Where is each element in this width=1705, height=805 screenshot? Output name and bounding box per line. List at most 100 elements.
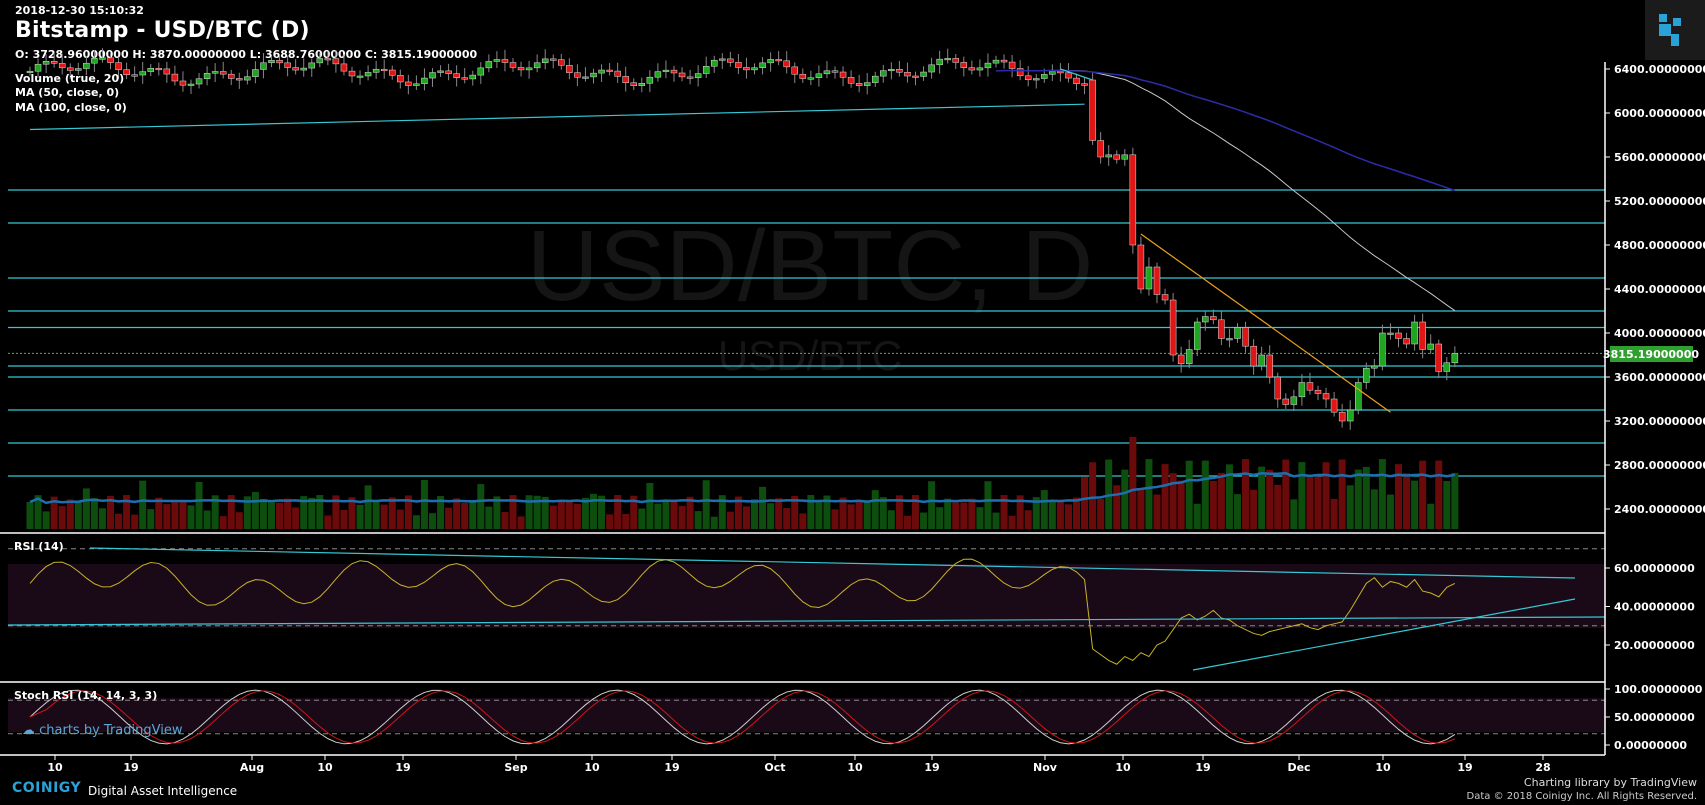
price-tick-label: 5600.00000000 xyxy=(1614,151,1705,164)
candle-body xyxy=(1355,382,1362,411)
candle-body xyxy=(839,71,847,78)
candle-body xyxy=(968,67,976,71)
candle-body xyxy=(1033,78,1040,81)
volume-bar xyxy=(944,498,952,529)
volume-bar xyxy=(372,500,380,529)
candle-body xyxy=(1290,396,1298,405)
volume-bar xyxy=(855,500,863,529)
price-axis[interactable]: 6400.00000000 6000.00000000 5600.00000000 5… xyxy=(1605,63,1705,752)
price-tick-label: 3200.00000000 xyxy=(1614,415,1705,428)
candle-body xyxy=(413,83,420,86)
volume-bar xyxy=(187,505,195,529)
rsi-trendline-bottom xyxy=(7,616,1606,626)
volume-bar xyxy=(606,514,614,529)
candle-body xyxy=(896,69,903,73)
candle-body xyxy=(389,69,396,76)
candle-body xyxy=(252,69,259,77)
candle-body xyxy=(992,59,1000,64)
volume-bar xyxy=(1419,460,1427,529)
time-tick-label: Nov xyxy=(1033,761,1058,774)
coinigy-logo[interactable] xyxy=(1645,0,1705,60)
price-tick-label: 2400.00000000 xyxy=(1614,503,1705,516)
price-tick-label: 6000.00000000 xyxy=(1614,107,1705,120)
volume-ma-line xyxy=(29,471,1456,505)
copyright: Data © 2018 Coinigy Inc. All Rights Rese… xyxy=(1466,791,1697,802)
candle-body xyxy=(646,76,654,84)
candle-body xyxy=(99,57,106,60)
charting-credit[interactable]: Charting library by TradingView xyxy=(1523,776,1697,789)
tradingview-badge-label: charts by TradingView xyxy=(39,723,183,738)
price-tick-label: 6400.00000000 xyxy=(1614,63,1705,76)
volume-bar xyxy=(654,503,662,529)
candle-body xyxy=(147,68,154,72)
volume-bar xyxy=(1225,464,1233,529)
tradingview-badge[interactable]: ☁ charts by TradingView xyxy=(22,723,182,738)
candle-body xyxy=(1057,71,1064,74)
stoch-tick-label: 0.00000000 xyxy=(1614,739,1687,752)
volume-bar xyxy=(469,502,477,529)
volume-bar xyxy=(332,495,340,529)
time-tick-label: 10 xyxy=(1115,761,1131,774)
candle-body xyxy=(598,69,605,74)
coinigy-brand[interactable]: COINIGY xyxy=(12,780,82,796)
candle-body xyxy=(1379,332,1386,367)
time-tick-label: 19 xyxy=(395,761,410,774)
candle-body xyxy=(686,76,694,79)
candle-body xyxy=(405,81,412,86)
volume-bar xyxy=(662,501,670,529)
coinigy-tagline: Digital Asset Intelligence xyxy=(88,784,238,798)
volume-bar xyxy=(1201,460,1209,529)
volume-bar xyxy=(461,502,469,529)
legend-rsi: RSI (14) xyxy=(14,540,64,553)
volume-bar xyxy=(98,508,106,529)
volume-bar xyxy=(1097,498,1105,529)
rsi-trendline-rising xyxy=(1192,598,1576,671)
volume-bar xyxy=(718,495,726,529)
volume-bar xyxy=(284,498,292,529)
candle-body xyxy=(115,62,122,70)
volume-bar xyxy=(26,502,34,529)
rsi-panel xyxy=(7,547,1606,671)
candle-body xyxy=(260,62,267,70)
candle-body xyxy=(1322,393,1330,400)
candle-body xyxy=(1113,154,1120,160)
candle-body xyxy=(928,64,935,73)
stoch-k-line xyxy=(29,689,1456,745)
volume-bar xyxy=(219,516,227,529)
volume-bar xyxy=(791,495,799,529)
candle-body xyxy=(380,68,388,71)
volume-bar xyxy=(259,498,267,529)
candle-body xyxy=(807,77,815,80)
volume-bar xyxy=(324,515,332,529)
candle-body xyxy=(1008,61,1016,69)
candle-body xyxy=(211,71,219,74)
volume-bar xyxy=(573,503,581,529)
volume-bar xyxy=(1266,469,1274,529)
volume-bar xyxy=(131,514,139,529)
candle-body xyxy=(952,58,959,63)
volume-bar xyxy=(396,509,404,529)
trendline xyxy=(1060,68,1093,81)
last-price-label: 3815.19000000 xyxy=(1603,348,1699,361)
candle-body xyxy=(131,74,138,77)
time-tick-label: Dec xyxy=(1287,761,1310,774)
candle-body xyxy=(268,60,275,64)
volume-bar xyxy=(1217,472,1225,529)
volume-bar xyxy=(268,502,275,529)
volume-bar xyxy=(292,507,300,529)
volume-bar xyxy=(783,508,791,529)
watermark-big: USD/BTC, D xyxy=(527,210,1094,322)
volume-bar xyxy=(211,495,219,529)
volume-bar xyxy=(590,493,597,529)
time-axis[interactable]: 10 19 Aug 10 19 Sep 10 19 Oct 10 19 Nov 10 19 Dec 10 19 2… xyxy=(47,755,1551,774)
candle-body xyxy=(1016,68,1024,77)
volume-bar xyxy=(34,495,42,529)
candle-body xyxy=(1403,338,1410,345)
volume-bar xyxy=(171,500,179,529)
rsi-tick-label: 40.00000000 xyxy=(1614,601,1695,614)
candle-body xyxy=(1298,382,1306,398)
candle-body xyxy=(799,73,807,79)
support-resistance-lines xyxy=(8,189,1605,477)
volume-bar xyxy=(549,505,557,529)
